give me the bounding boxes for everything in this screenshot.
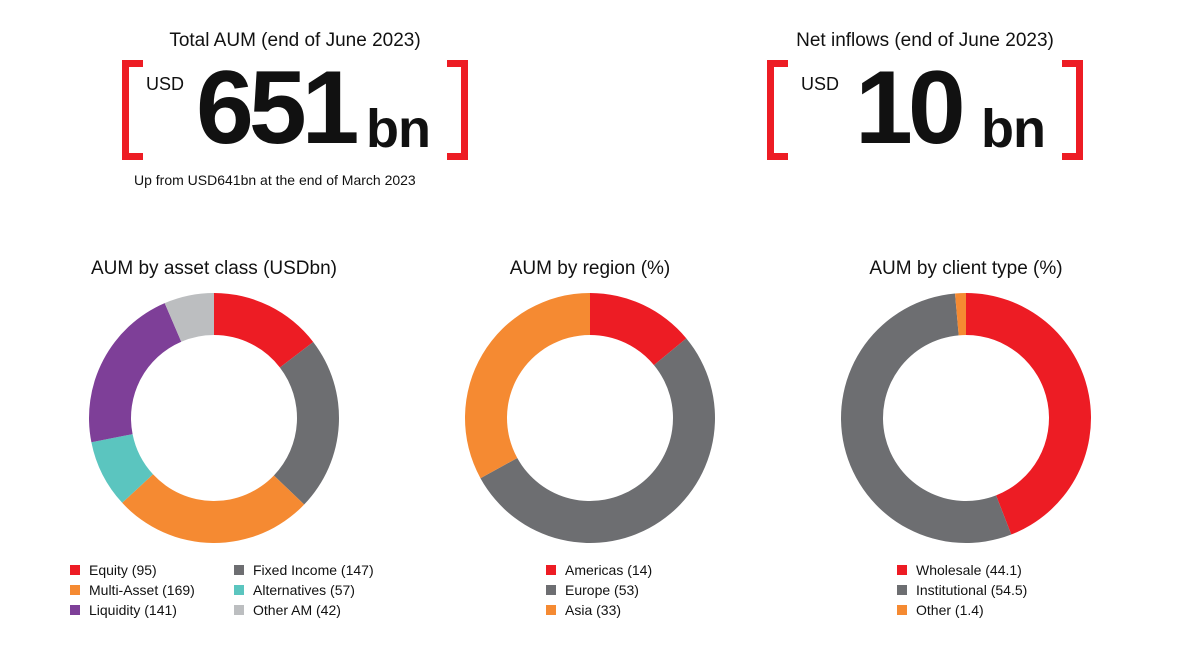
net-inflows-currency: USD (801, 74, 840, 94)
total-aum-title: Total AUM (end of June 2023) (169, 30, 421, 51)
donut-slice-other (955, 293, 966, 336)
chart-legend: Wholesale (44.1) Institutional (54.5) Othe… (897, 560, 1027, 620)
donut-chart (89, 293, 339, 543)
legend-label: Liquidity (141) (89, 602, 177, 618)
right-bracket (447, 60, 468, 160)
donut-slice-other-am (164, 293, 214, 342)
donut-slice-liquidity (89, 303, 182, 443)
total-aum-unit: bn (366, 99, 431, 159)
chart-title: AUM by client type (%) (869, 258, 1063, 279)
legend-swatch (234, 605, 244, 615)
legend-label: Institutional (54.5) (916, 582, 1028, 598)
legend-label: Other (1.4) (916, 602, 984, 618)
legend-label: Europe (53) (565, 582, 639, 598)
legend-swatch (897, 605, 907, 615)
net-inflows-title: Net inflows (end of June 2023) (796, 30, 1054, 51)
legend-item: Institutional (54.5) (897, 580, 1027, 600)
legend-swatch (897, 565, 907, 575)
legend-label: Equity (95) (89, 562, 157, 578)
right-bracket (1062, 60, 1083, 160)
net-inflows-unit: bn (981, 99, 1046, 159)
legend-swatch (234, 585, 244, 595)
net-inflows-kpi: Net inflows (end of June 2023) USD 10 bn (755, 30, 1095, 164)
legend-swatch (546, 585, 556, 595)
net-inflows-figure: USD 10 bn (755, 56, 1095, 164)
donut-chart (465, 293, 715, 543)
legend-swatch (546, 565, 556, 575)
chart-title: AUM by region (%) (509, 258, 671, 279)
legend-item: Other (1.4) (897, 600, 1027, 620)
legend-item: Multi-Asset (169) (70, 580, 234, 600)
left-bracket (767, 60, 788, 160)
total-aum-kpi: Total AUM (end of June 2023) USD 651 bn … (110, 30, 480, 188)
legend-label: Multi-Asset (169) (89, 582, 195, 598)
legend-label: Other AM (42) (253, 602, 341, 618)
donut-chart (841, 293, 1091, 543)
legend-label: Americas (14) (565, 562, 653, 578)
legend-swatch (897, 585, 907, 595)
chart-legend: Americas (14) Europe (53) Asia (33) (546, 560, 652, 620)
donut-slice-alternatives (91, 434, 154, 503)
total-aum-figure: USD 651 bn (110, 56, 480, 164)
chart-title: AUM by asset class (USDbn) (90, 258, 337, 279)
legend-swatch (234, 565, 244, 575)
chart-legend: Equity (95) Fixed Income (147) Multi-Asset… (70, 560, 404, 620)
legend-swatch (546, 605, 556, 615)
legend-item: Other AM (42) (234, 600, 404, 620)
donut-slice-americas (590, 293, 687, 366)
legend-item: Europe (53) (546, 580, 652, 600)
legend-item: Liquidity (141) (70, 600, 234, 620)
donut-slice-fixed-income (273, 341, 339, 505)
legend-item: Equity (95) (70, 560, 234, 580)
legend-label: Alternatives (57) (253, 582, 355, 598)
total-aum-currency: USD (146, 74, 185, 94)
legend-item: Americas (14) (546, 560, 652, 580)
left-bracket (122, 60, 143, 160)
legend-label: Fixed Income (147) (253, 562, 374, 578)
donut-slice-europe (480, 338, 715, 543)
donut-slice-wholesale (966, 293, 1091, 535)
donut-slice-institutional (841, 293, 1012, 543)
donut-slice-equity (214, 293, 314, 368)
donut-slice-multi-asset (122, 474, 305, 543)
legend-swatch (70, 605, 80, 615)
total-aum-value: 651 (196, 50, 360, 166)
total-aum-note: Up from USD641bn at the end of March 202… (134, 172, 416, 188)
legend-swatch (70, 585, 80, 595)
legend-item: Alternatives (57) (234, 580, 404, 600)
net-inflows-value: 10 (855, 50, 966, 166)
legend-item: Wholesale (44.1) (897, 560, 1027, 580)
legend-label: Wholesale (44.1) (916, 562, 1022, 578)
legend-item: Fixed Income (147) (234, 560, 404, 580)
legend-swatch (70, 565, 80, 575)
legend-item: Asia (33) (546, 600, 652, 620)
legend-label: Asia (33) (565, 602, 622, 618)
donut-slice-asia (465, 293, 590, 479)
